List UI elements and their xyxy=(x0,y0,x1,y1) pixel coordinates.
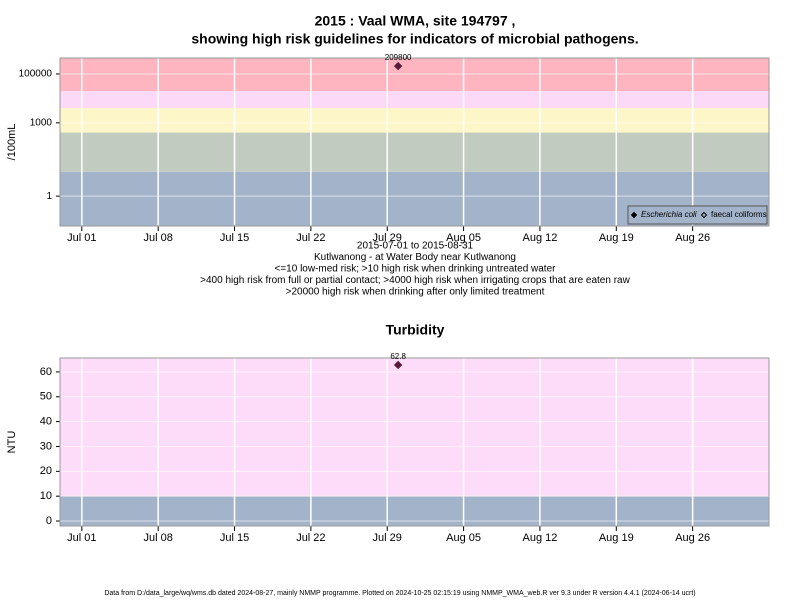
x-tick-label: Jul 01 xyxy=(67,232,96,244)
x-tick-label: Jul 29 xyxy=(373,232,402,244)
x-tick-label: Jul 01 xyxy=(67,532,96,544)
y-axis-label: NTU xyxy=(6,431,18,454)
y-tick-label: 30 xyxy=(40,440,52,452)
x-tick-label: Jul 08 xyxy=(143,232,172,244)
y-tick-label: 100000 xyxy=(19,69,53,80)
x-tick-label: Aug 05 xyxy=(446,532,481,544)
note: <=10 low-med risk; >10 high risk when dr… xyxy=(275,264,557,275)
x-tick-label: Aug 05 xyxy=(446,232,481,244)
plot-frame xyxy=(59,357,770,527)
x-tick-label: Aug 26 xyxy=(675,232,710,244)
y-tick-label: 1 xyxy=(46,191,52,202)
risk-band xyxy=(60,358,769,497)
chart-title: 2015 : Vaal WMA, site 194797 , xyxy=(315,13,516,29)
legend-box xyxy=(627,205,768,225)
x-tick-label: Aug 19 xyxy=(599,532,634,544)
y-tick-label: 1000 xyxy=(30,117,53,128)
x-tick-label: Jul 29 xyxy=(373,532,402,544)
data-point xyxy=(393,61,403,71)
risk-band xyxy=(60,132,769,172)
risk-band xyxy=(60,91,769,109)
y-axis-label: /100mL xyxy=(6,124,18,161)
x-tick-label: Aug 26 xyxy=(675,532,710,544)
x-tick-label: Jul 15 xyxy=(220,532,249,544)
value-label: 209800 xyxy=(385,53,412,62)
data-point xyxy=(393,360,403,370)
y-tick-label: 10 xyxy=(40,490,52,502)
chart-title: showing high risk guidelines for indicat… xyxy=(191,31,638,47)
x-tick-label: Aug 12 xyxy=(523,532,558,544)
value-label: 62.8 xyxy=(390,352,406,361)
y-tick-label: 40 xyxy=(40,416,52,428)
x-tick-label: Jul 22 xyxy=(296,532,325,544)
x-tick-label: Jul 22 xyxy=(296,232,325,244)
y-tick-label: 20 xyxy=(40,465,52,477)
legend-symbol xyxy=(700,211,708,219)
legend-label: Escherichia coli xyxy=(641,210,697,219)
note: 2015-07-01 to 2015-08-31 xyxy=(357,241,474,252)
x-tick-label: Jul 15 xyxy=(220,232,249,244)
y-tick-label: 60 xyxy=(40,366,52,378)
chart-title: Turbidity xyxy=(386,322,445,338)
footer: Data from D:/data_large/wq/wms.db dated … xyxy=(104,590,695,597)
x-tick-label: Jul 08 xyxy=(143,532,172,544)
x-tick-label: Aug 12 xyxy=(523,232,558,244)
risk-band xyxy=(60,108,769,133)
plot-frame xyxy=(59,57,770,227)
note: Kutlwanong - at Water Body near Kutlwano… xyxy=(314,252,516,263)
risk-band xyxy=(60,58,769,92)
legend-symbol xyxy=(630,211,638,219)
y-tick-label: 50 xyxy=(40,391,52,403)
legend-label: faecal coliforms xyxy=(711,210,767,219)
legend: Escherichia coli faecal coliforms xyxy=(627,205,768,225)
note: >400 high risk from full or partial cont… xyxy=(200,275,630,286)
y-tick-label: 0 xyxy=(46,515,52,527)
x-tick-label: Aug 19 xyxy=(599,232,634,244)
note: >20000 high risk when drinking after onl… xyxy=(286,287,545,298)
